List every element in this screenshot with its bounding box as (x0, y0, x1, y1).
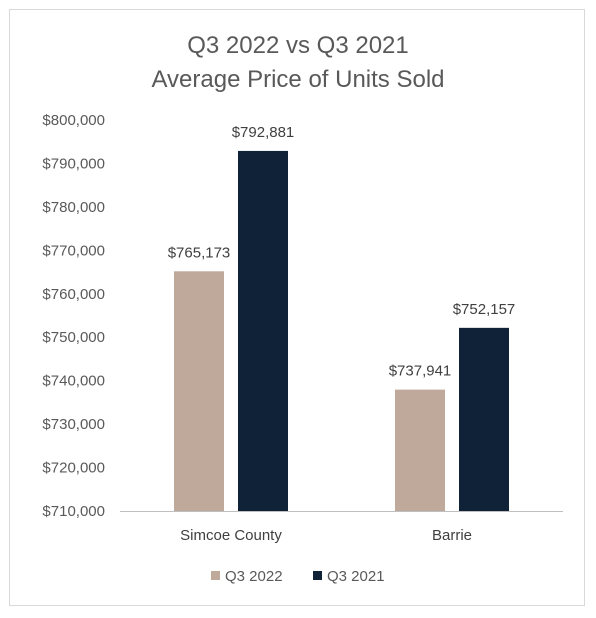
legend: Q3 2022 Q3 2021 (211, 568, 385, 585)
y-tick-label: $710,000 (42, 503, 105, 520)
y-tick-label: $780,000 (42, 199, 105, 216)
data-label: $765,173 (168, 244, 231, 261)
chart-title-line-2: Average Price of Units Sold (151, 66, 444, 93)
y-tick-label: $800,000 (42, 112, 105, 129)
legend-label: Q3 2021 (327, 568, 385, 585)
data-label: $752,157 (453, 301, 516, 318)
bar-q3-2022 (174, 271, 224, 511)
x-category-label: Barrie (432, 527, 472, 544)
data-label: $792,881 (232, 124, 295, 141)
y-tick-label: $730,000 (42, 416, 105, 433)
legend-swatch (211, 571, 220, 580)
y-tick-label: $760,000 (42, 286, 105, 303)
bar-q3-2021 (238, 150, 288, 511)
y-tick-label: $770,000 (42, 242, 105, 259)
x-category-label: Simcoe County (180, 527, 282, 544)
data-label: $737,941 (389, 363, 452, 380)
y-tick-label: $790,000 (42, 155, 105, 172)
bar-q3-2022 (395, 389, 445, 511)
y-tick-label: $720,000 (42, 460, 105, 477)
chart-title-line-1: Q3 2022 vs Q3 2021 (187, 32, 408, 59)
bar-q3-2021 (459, 327, 509, 511)
legend-swatch (313, 571, 322, 580)
legend-label: Q3 2022 (225, 568, 283, 585)
y-tick-label: $750,000 (42, 329, 105, 346)
y-tick-label: $740,000 (42, 373, 105, 390)
